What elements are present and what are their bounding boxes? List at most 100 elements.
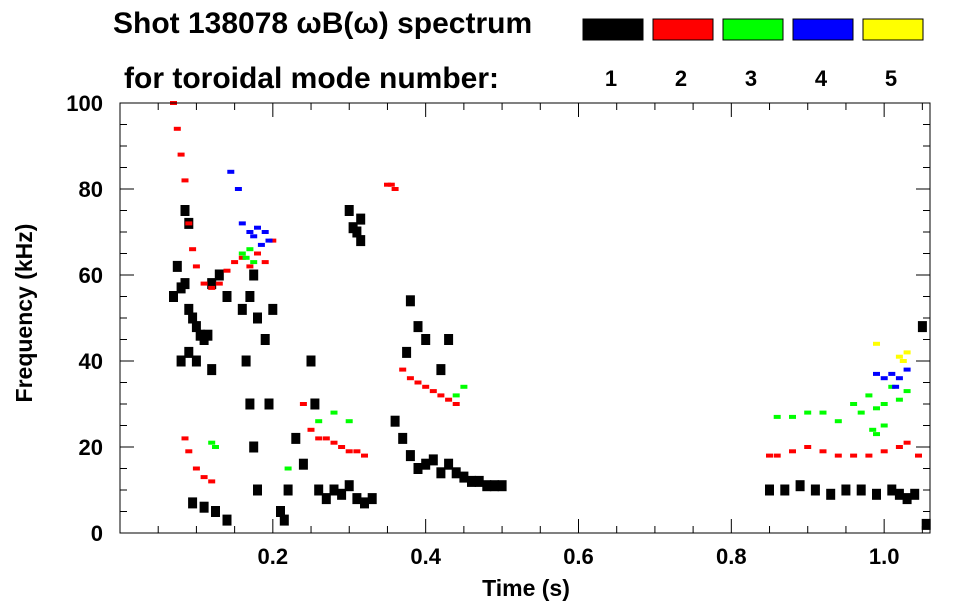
spectrum-point-mode-1-86 xyxy=(910,488,920,500)
y-tick-label: 20 xyxy=(79,435,103,460)
spectrum-point-mode-3-10 xyxy=(452,393,460,398)
spectrum-point-mode-2-30 xyxy=(361,453,368,458)
spectrum-point-mode-1-80 xyxy=(841,484,851,496)
spectrum-point-mode-1-0 xyxy=(169,291,178,302)
spectrum-point-mode-1-57 xyxy=(413,463,423,474)
spectrum-point-mode-2-22 xyxy=(299,402,307,406)
axes: 0.2 0.4 0.6 0.8 1.0 0 20 40 60 80 100 xyxy=(66,91,931,569)
spectrum-point-mode-1-5 xyxy=(188,312,198,324)
spectrum-point-mode-1-25 xyxy=(249,269,259,281)
spectrum-point-mode-1-70 xyxy=(405,295,415,307)
legend-swatch-mode-4 xyxy=(792,18,854,41)
spectrum-point-mode-1-72 xyxy=(421,334,431,345)
spectrum-point-mode-1-44 xyxy=(352,493,362,505)
spectrum-point-mode-3-24 xyxy=(903,389,911,394)
spectrum-point-mode-2-21 xyxy=(208,479,216,484)
spectrum-point-mode-3-15 xyxy=(819,410,827,415)
spectrum-point-mode-3-20 xyxy=(873,406,880,411)
spectrum-point-mode-4-5 xyxy=(265,238,273,243)
legend-swatch-mode-2 xyxy=(652,18,714,41)
spectrum-point-mode-1-17 xyxy=(180,205,190,216)
spectrum-point-mode-4-7 xyxy=(234,187,242,191)
spectrum-point-mode-2-38 xyxy=(429,389,437,394)
spectrum-point-mode-2-18 xyxy=(185,449,193,454)
spectrum-point-mode-1-14 xyxy=(184,346,194,358)
plot-frame xyxy=(119,102,931,534)
spectrum-point-mode-1-68 xyxy=(497,480,507,492)
x-axis-title: Time (s) xyxy=(482,575,570,601)
spectrum-point-mode-2-12 xyxy=(238,255,246,260)
spectrum-point-mode-2-20 xyxy=(200,475,208,480)
spectrum-point-mode-1-78 xyxy=(810,484,820,496)
spectrum-point-mode-1-71 xyxy=(413,321,423,333)
spectrum-point-mode-3-0 xyxy=(238,251,246,256)
spectrum-point-mode-3-14 xyxy=(804,410,812,415)
chart-title-line1: Shot 138078 ωB(ω) spectrum xyxy=(113,7,532,40)
spectrum-point-mode-2-14 xyxy=(254,251,261,256)
spectrum-point-mode-1-23 xyxy=(237,303,247,315)
spectrum-point-mode-1-27 xyxy=(260,334,270,345)
spectrum-point-mode-1-4 xyxy=(184,303,194,315)
spectrum-point-mode-3-7 xyxy=(315,419,323,424)
spectrum-point-mode-1-85 xyxy=(902,493,912,505)
spectrum-point-mode-2-9 xyxy=(215,281,223,286)
spectrum-point-mode-3-5 xyxy=(212,445,219,449)
legend-label-mode-3: 3 xyxy=(745,66,757,91)
spectrum-point-mode-3-27 xyxy=(880,423,888,428)
spectrum-point-mode-3-25 xyxy=(869,427,877,432)
spectrum-point-mode-1-52 xyxy=(356,213,366,225)
spectrum-point-mode-2-11 xyxy=(231,260,239,265)
spectrum-point-mode-2-34 xyxy=(399,367,407,372)
legend-swatch-mode-5 xyxy=(862,18,924,41)
spectrum-point-mode-1-9 xyxy=(203,329,213,341)
spectrum-point-mode-2-51 xyxy=(895,445,903,449)
spectrum-point-mode-3-26 xyxy=(873,432,880,437)
spectrum-point-mode-1-56 xyxy=(405,450,415,462)
spectrum-point-mode-2-27 xyxy=(338,445,346,449)
spectrum-point-mode-2-17 xyxy=(181,436,189,441)
spectrum-point-mode-5-3 xyxy=(903,350,911,355)
spectrum-point-mode-3-21 xyxy=(880,402,888,406)
spectrum-point-mode-2-40 xyxy=(445,397,453,402)
y-tick-label: 80 xyxy=(79,177,103,202)
spectrum-point-mode-2-32 xyxy=(387,182,395,187)
spectrum-point-mode-3-11 xyxy=(460,384,468,389)
y-axis-title: Frequency (kHz) xyxy=(11,224,37,403)
spectrum-point-mode-4-4 xyxy=(261,230,269,234)
x-tick-label: 0.6 xyxy=(563,544,594,569)
spectrum-point-mode-1-46 xyxy=(367,493,377,505)
spectrum-point-mode-1-6 xyxy=(191,321,201,333)
spectrum-point-mode-4-10 xyxy=(880,376,888,381)
spectrum-point-mode-1-40 xyxy=(321,493,331,505)
spectrum-point-mode-3-9 xyxy=(345,419,353,424)
spectrum-point-mode-4-6 xyxy=(227,169,235,174)
spectrum-point-mode-1-15 xyxy=(191,355,201,367)
x-tick-label: 0.8 xyxy=(716,544,747,569)
spectrum-point-mode-3-6 xyxy=(284,466,292,471)
spectrum-point-mode-1-84 xyxy=(894,488,904,500)
legend-label-mode-4: 4 xyxy=(815,66,828,91)
spectrum-point-mode-1-37 xyxy=(291,432,301,444)
chart-title-line2: for toroidal mode number: xyxy=(124,62,499,95)
spectrum-point-mode-1-45 xyxy=(360,497,369,509)
spectrum-point-mode-1-64 xyxy=(467,475,476,487)
spectrum-point-mode-1-59 xyxy=(428,454,438,466)
y-tick-label: 0 xyxy=(91,521,103,546)
spectrum-point-mode-4-14 xyxy=(903,367,911,372)
spectrum-point-mode-2-29 xyxy=(353,449,361,454)
spectrum-point-mode-4-1 xyxy=(250,234,258,239)
spectrum-point-mode-4-11 xyxy=(888,371,896,376)
spectrum-point-mode-3-23 xyxy=(895,397,903,402)
spectrum-point-mode-4-2 xyxy=(254,225,261,230)
spectrum-point-mode-5-2 xyxy=(899,359,907,363)
spectrum-point-mode-2-26 xyxy=(330,440,338,445)
spectrum-point-mode-2-6 xyxy=(192,264,200,269)
spectrum-point-mode-5-1 xyxy=(895,354,903,359)
x-tick-label: 1.0 xyxy=(869,544,900,569)
spectrum-point-mode-2-10 xyxy=(223,268,231,273)
spectrum-point-mode-2-47 xyxy=(834,453,842,458)
legend-label-mode-5: 5 xyxy=(885,66,897,91)
spectrum-point-mode-2-31 xyxy=(384,182,391,187)
spectrum-point-mode-2-42 xyxy=(766,453,773,458)
y-tick-label: 60 xyxy=(79,263,103,288)
